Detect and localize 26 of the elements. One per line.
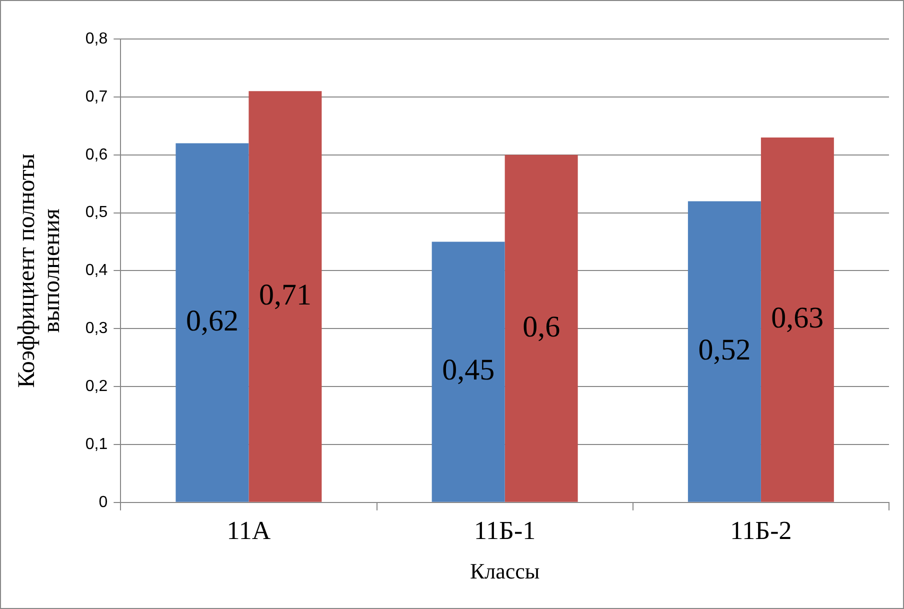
x-tick-label: 11А <box>226 516 271 545</box>
bar <box>504 154 578 502</box>
y-tick-label: 0,6 <box>85 146 108 164</box>
data-label: 0,71 <box>258 278 312 312</box>
bar <box>176 143 249 502</box>
data-label: 0,52 <box>698 333 751 366</box>
data-label: 0,6 <box>522 310 560 344</box>
y-tick-label: 0,8 <box>85 30 108 48</box>
y-tick-label: 0,5 <box>85 204 108 222</box>
x-axis-title: Классы <box>470 558 540 584</box>
bar <box>432 242 505 502</box>
y-tick-label: 0 <box>98 494 108 511</box>
data-label: 0,45 <box>442 354 495 387</box>
x-tick-label: 11Б-1 <box>474 516 536 545</box>
bar <box>688 201 761 502</box>
x-tick-label: 11Б-2 <box>730 516 792 545</box>
y-tick-label: 0,7 <box>85 88 108 106</box>
y-axis-title: Коэффициент полноты выполнения <box>14 154 66 388</box>
y-tick-label: 0,2 <box>85 378 108 395</box>
data-label: 0,62 <box>186 304 238 338</box>
data-label: 0,63 <box>771 302 824 335</box>
bar <box>248 91 322 502</box>
y-tick-label: 0,3 <box>85 320 108 338</box>
bar <box>760 137 834 502</box>
y-tick-label: 0,4 <box>85 262 108 280</box>
y-tick-label: 0,1 <box>85 436 108 453</box>
